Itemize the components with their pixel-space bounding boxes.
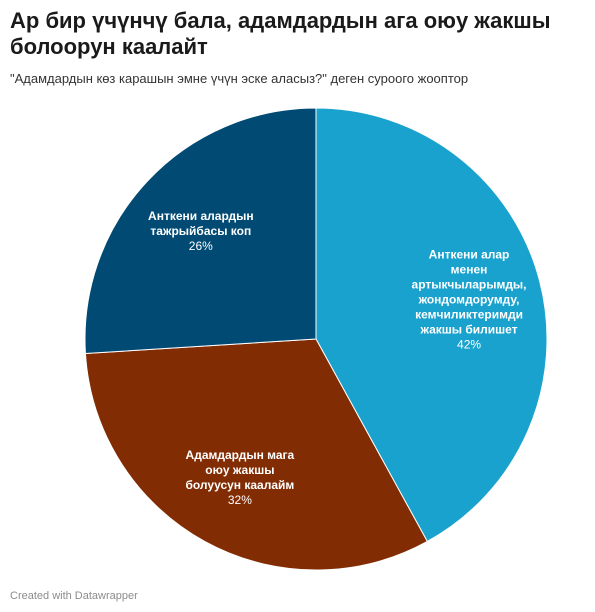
slice-label-line: Анткени алардын <box>148 209 254 223</box>
pie-slice <box>84 338 428 571</box>
pie-labels: Анткени алар менен артыкчыларымды, жондомдо… <box>148 209 526 507</box>
slice-label-line: тажрыйбасы коп <box>150 224 251 238</box>
slice-label-line: кемчиликтеримди <box>415 308 523 322</box>
pie-slice <box>84 107 317 355</box>
slice-value-label: 42% <box>457 338 481 352</box>
slice-label-line: жакшы билишет <box>419 323 517 337</box>
slice-label-line: болуусун каалайм <box>185 478 294 492</box>
pie-slice <box>315 107 548 543</box>
slice-value-label: 26% <box>189 239 213 253</box>
chart-title: Ар бир үчүнчү бала, адамдардын ага оюу ж… <box>10 8 551 59</box>
slice-label: Анткени алардын тажрыйбасы коп 26% <box>148 209 254 253</box>
slice-value-label: 32% <box>228 493 252 507</box>
pie-slices <box>84 107 548 571</box>
slice-label-line: оюу жакшы <box>205 463 274 477</box>
slice-label-line: жондомдорумду, <box>418 293 520 307</box>
chart-subtitle: "Адамдардын көз карашын эмне үчүн эске а… <box>10 71 469 86</box>
slice-label-line: Адамдардын мага <box>186 448 295 462</box>
slice-label-line: артыкчыларымды, <box>412 278 527 292</box>
slice-label-line: менен <box>451 263 488 277</box>
footer-credit: Created with Datawrapper <box>10 590 138 602</box>
slice-label-line: Анткени алар <box>429 248 510 262</box>
slice-label: Адамдардын мага оюу жакшы болуусун каалайм… <box>185 448 294 507</box>
slice-label: Анткени алар менен артыкчыларымды, жондомдо… <box>412 248 527 352</box>
